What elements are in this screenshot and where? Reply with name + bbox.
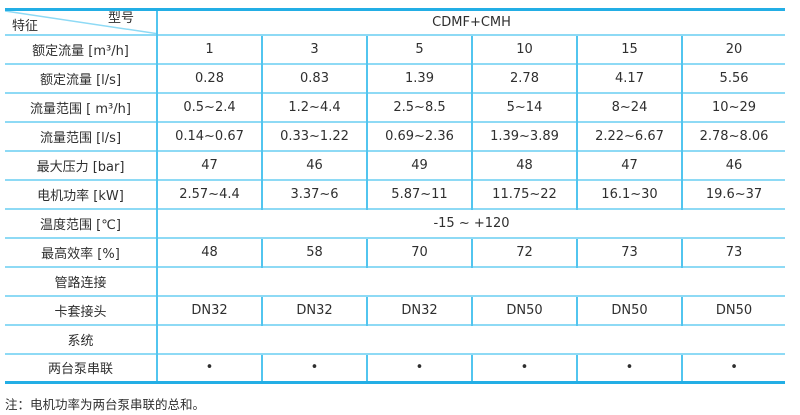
value-cell: DN50 xyxy=(576,294,682,325)
value-cell: 5.87~11 xyxy=(366,178,472,209)
corner-cell: 型号 特征 xyxy=(5,10,157,35)
row-label: 额定流量 [m³/h] xyxy=(5,33,157,64)
value-cell: 5.56 xyxy=(680,62,786,93)
value-cell: 15 xyxy=(576,33,682,64)
table-row: 最高效率 [%] 48 58 70 72 73 73 xyxy=(5,236,786,267)
value-cell: 5~14 xyxy=(471,91,577,122)
value-cell: DN50 xyxy=(471,294,577,325)
row-label: 管路连接 xyxy=(5,265,157,296)
merged-value-cell xyxy=(155,265,786,296)
value-cell: 2.22~6.67 xyxy=(576,120,682,151)
bullet-cell: • xyxy=(680,352,786,383)
value-cell: 19.6~37 xyxy=(680,178,786,209)
value-cell: DN32 xyxy=(261,294,367,325)
bullet-cell: • xyxy=(471,352,577,383)
bullet-cell: • xyxy=(156,352,262,383)
value-cell: 73 xyxy=(680,236,786,267)
row-label: 两台泵串联 xyxy=(5,352,157,383)
value-cell: 0.28 xyxy=(156,62,262,93)
value-cell: DN50 xyxy=(680,294,786,325)
table-row: 两台泵串联 • • • • • • xyxy=(5,352,786,383)
row-label: 流量范围 [ m³/h] xyxy=(5,91,157,122)
value-cell: 3 xyxy=(261,33,367,64)
diagonal-divider-line xyxy=(5,11,156,34)
table-row: 卡套接头 DN32 DN32 DN32 DN50 DN50 DN50 xyxy=(5,294,786,325)
value-cell: 1.39 xyxy=(366,62,472,93)
table-row: 最大压力 [bar] 47 46 49 48 47 46 xyxy=(5,149,786,180)
value-cell: 2.78 xyxy=(471,62,577,93)
row-label: 额定流量 [l/s] xyxy=(5,62,157,93)
table-row: 温度范围 [℃] -15 ~ +120 xyxy=(5,207,786,238)
table-row: 电机功率 [kW] 2.57~4.4 3.37~6 5.87~11 11.75~22 16… xyxy=(5,178,786,209)
value-cell: 0.14~0.67 xyxy=(156,120,262,151)
table-row: 流量范围 [ m³/h] 0.5~2.4 1.2~4.4 2.5~8.5 5~14 8~2… xyxy=(5,91,786,122)
footnote: 注：电机功率为两台泵串联的总和。 xyxy=(5,397,206,412)
row-label: 卡套接头 xyxy=(5,294,157,325)
value-cell: 73 xyxy=(576,236,682,267)
value-cell: 10~29 xyxy=(680,91,786,122)
model-series-header: CDMF+CMH xyxy=(155,9,786,35)
value-cell: 47 xyxy=(156,149,262,180)
value-cell: 58 xyxy=(261,236,367,267)
value-cell: 72 xyxy=(471,236,577,267)
value-cell: 16.1~30 xyxy=(576,178,682,209)
value-cell: 2.78~8.06 xyxy=(680,120,786,151)
value-cell: 46 xyxy=(680,149,786,180)
row-label: 最大压力 [bar] xyxy=(5,149,157,180)
value-cell: 2.5~8.5 xyxy=(366,91,472,122)
value-cell: 49 xyxy=(366,149,472,180)
pump-spec-table: 型号 特征 CDMF+CMH 额定流量 [m³/h] 1 3 5 10 15 20 额定流量 … xyxy=(5,8,786,384)
row-label: 最高效率 [%] xyxy=(5,236,157,267)
value-cell: 0.33~1.22 xyxy=(261,120,367,151)
value-cell: 0.69~2.36 xyxy=(366,120,472,151)
corner-model-label: 型号 xyxy=(107,11,134,26)
table-row: 额定流量 [l/s] 0.28 0.83 1.39 2.78 4.17 5.56 xyxy=(5,62,786,93)
bullet-cell: • xyxy=(261,352,367,383)
value-cell: 5 xyxy=(366,33,472,64)
value-cell: 0.83 xyxy=(261,62,367,93)
value-cell: 47 xyxy=(576,149,682,180)
table-row: 系统 xyxy=(5,323,786,354)
bullet-cell: • xyxy=(576,352,682,383)
merged-value-cell xyxy=(155,323,786,354)
table-row: 额定流量 [m³/h] 1 3 5 10 15 20 xyxy=(5,33,786,64)
row-label: 温度范围 [℃] xyxy=(5,207,157,238)
table-row: 管路连接 xyxy=(5,265,786,296)
bullet-cell: • xyxy=(366,352,472,383)
value-cell: 0.5~2.4 xyxy=(156,91,262,122)
value-cell: 70 xyxy=(366,236,472,267)
value-cell: 10 xyxy=(471,33,577,64)
value-cell: 4.17 xyxy=(576,62,682,93)
row-label: 电机功率 [kW] xyxy=(5,178,157,209)
table-header-row: 型号 特征 CDMF+CMH xyxy=(5,9,786,35)
value-cell: 48 xyxy=(156,236,262,267)
value-cell: 1.39~3.89 xyxy=(471,120,577,151)
value-cell: 1.2~4.4 xyxy=(261,91,367,122)
value-cell: 46 xyxy=(261,149,367,180)
value-cell: 8~24 xyxy=(576,91,682,122)
value-cell: 3.37~6 xyxy=(261,178,367,209)
value-cell: 1 xyxy=(156,33,262,64)
corner-feature-label: 特征 xyxy=(12,18,39,34)
value-cell: DN32 xyxy=(366,294,472,325)
value-cell: 48 xyxy=(471,149,577,180)
table-row: 流量范围 [l/s] 0.14~0.67 0.33~1.22 0.69~2.36 1.3… xyxy=(5,120,786,151)
row-label: 流量范围 [l/s] xyxy=(5,120,157,151)
row-label: 系统 xyxy=(5,323,157,354)
merged-value-cell: -15 ~ +120 xyxy=(155,207,786,238)
value-cell: 2.57~4.4 xyxy=(156,178,262,209)
value-cell: 20 xyxy=(680,33,786,64)
value-cell: DN32 xyxy=(156,294,262,325)
value-cell: 11.75~22 xyxy=(471,178,577,209)
